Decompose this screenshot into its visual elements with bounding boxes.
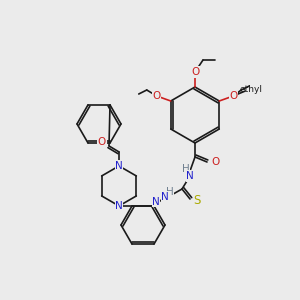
Text: N: N bbox=[186, 171, 194, 181]
Text: O: O bbox=[211, 157, 219, 167]
Text: S: S bbox=[193, 194, 201, 208]
Text: N: N bbox=[161, 192, 169, 202]
Text: N: N bbox=[115, 161, 123, 171]
Text: N: N bbox=[115, 201, 123, 211]
Text: O: O bbox=[153, 91, 161, 101]
Text: ethyl: ethyl bbox=[240, 85, 263, 94]
Text: H: H bbox=[182, 164, 190, 174]
Text: O: O bbox=[98, 137, 106, 147]
Text: N: N bbox=[152, 197, 160, 207]
Text: O: O bbox=[229, 91, 237, 101]
Text: H: H bbox=[166, 187, 174, 197]
Text: O: O bbox=[191, 67, 199, 77]
